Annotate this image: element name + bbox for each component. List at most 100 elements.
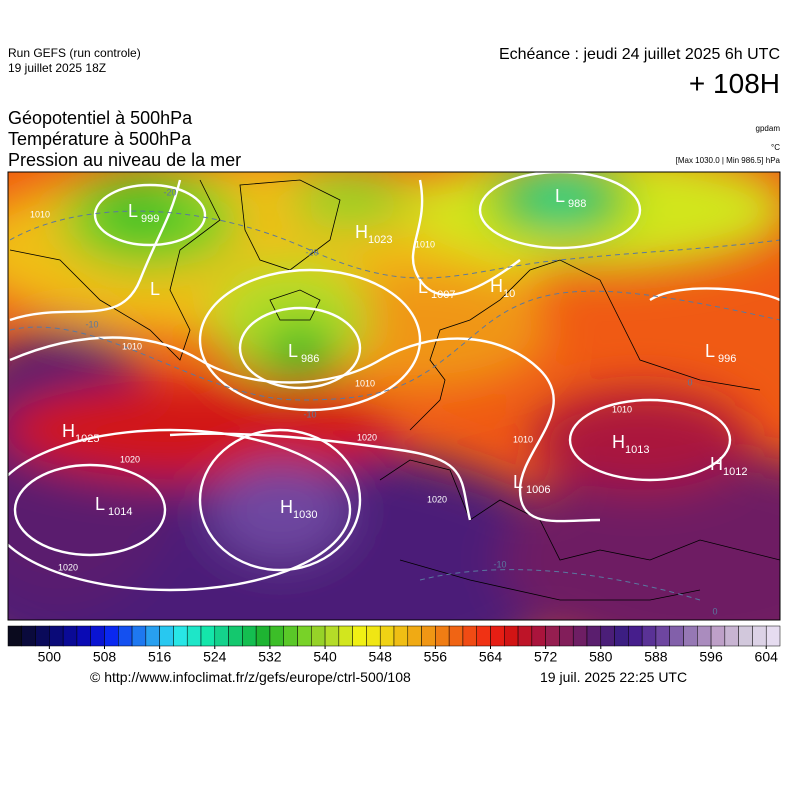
pressure-center-type: H: [62, 421, 75, 441]
colorbar-swatch: [269, 625, 284, 647]
colorbar-tick-label: 516: [148, 649, 172, 665]
pressure-center-type: L: [513, 472, 523, 492]
pressure-center-type: H: [355, 222, 368, 242]
colorbar-swatch: [104, 625, 119, 647]
pressure-center-type: H: [280, 497, 293, 517]
colorbar-swatch: [283, 625, 298, 647]
colorbar-swatch: [517, 625, 533, 647]
coastlines: [9, 179, 780, 601]
colorbar-swatch: [49, 625, 64, 647]
colorbar-swatch: [145, 625, 160, 647]
colorbar-tick-label: 580: [589, 649, 613, 665]
colorbar-swatch: [765, 625, 781, 647]
colorbar-swatch: [214, 625, 229, 647]
colorbar-swatch: [531, 625, 546, 647]
pressure-center-value: 1014: [108, 506, 132, 518]
isobar-label: 1020: [427, 494, 447, 504]
pressure-center-type: H: [612, 432, 625, 452]
colorbar-swatch: [435, 625, 450, 647]
pressure-center-value: 1023: [368, 234, 392, 246]
colorbar-swatch: [407, 625, 422, 647]
pressure-center-value: 1006: [526, 484, 550, 496]
colorbar-tick-label: 500: [38, 649, 62, 665]
colorbar-swatch: [572, 625, 588, 647]
isotherm-label: -10: [85, 319, 98, 329]
generated-time: 19 juil. 2025 22:25 UTC: [540, 669, 688, 685]
colorbar-swatch: [490, 625, 505, 647]
isotherm-label: -10: [303, 409, 316, 419]
colorbar-swatch: [242, 625, 257, 647]
colorbar-tick-label: 508: [93, 649, 117, 665]
colorbar-swatch: [462, 625, 477, 647]
pressure-center-value: 10: [503, 288, 515, 300]
isotherms: [9, 210, 780, 601]
colorbar-swatch: [628, 625, 643, 647]
colorbar-swatch: [476, 625, 491, 647]
lead-time: + 108H: [688, 68, 780, 99]
pressure-center-type: L: [128, 201, 138, 221]
pressure-center-type: L: [150, 279, 160, 299]
title: Géopotentiel à 500hPa: [8, 108, 193, 128]
colorbar-swatch: [200, 625, 216, 647]
colorbar-tick-label: 532: [258, 649, 282, 665]
pressure-center-type: L: [705, 341, 715, 361]
colorbar-swatch: [35, 625, 50, 647]
pressure-center-value: 999: [141, 213, 159, 225]
run-label: Run GEFS (run controle): [8, 46, 141, 60]
field: [8, 172, 780, 620]
colorbar-swatch: [338, 625, 353, 647]
pressure-center-type: H: [710, 454, 723, 474]
colorbar-swatch: [131, 625, 147, 647]
pressure-center-value: 1025: [75, 433, 99, 445]
pressure-center-type: H: [490, 276, 503, 296]
colorbar-swatch: [655, 625, 670, 647]
colorbar-swatch: [173, 625, 188, 647]
colorbar-swatch: [724, 625, 739, 647]
colorbar-swatch: [600, 625, 615, 647]
colorbar-swatch: [159, 625, 174, 647]
colorbar-swatch: [641, 625, 657, 647]
isotherm-label: -20: [163, 187, 176, 197]
colorbar-swatch: [366, 625, 381, 647]
colorbar-swatch: [710, 625, 726, 647]
colorbar-tick-label: 540: [313, 649, 337, 665]
pressure-center-value: 1012: [723, 466, 747, 478]
isobar-label: 1010: [415, 239, 435, 249]
colorbar-swatch: [393, 625, 409, 647]
title: Température à 500hPa: [8, 129, 192, 149]
colorbar-tick-label: 604: [755, 649, 779, 665]
colorbar-swatch: [90, 625, 105, 647]
pressure-center-value: 1030: [293, 509, 317, 521]
colorbar-swatch: [324, 625, 340, 647]
isotherm-label: 0: [687, 377, 692, 387]
colorbar-swatch: [62, 625, 78, 647]
colorbar-tick-label: 524: [203, 649, 227, 665]
colorbar-swatch: [752, 625, 767, 647]
colorbar-swatch: [311, 625, 326, 647]
unit-label: °C: [771, 143, 780, 152]
map-frame: [7, 171, 781, 621]
colorbar-tick-label: 588: [644, 649, 668, 665]
colorbar-swatch: [379, 625, 395, 647]
colorbar-swatch: [504, 625, 519, 647]
pressure-center-type: L: [95, 494, 105, 514]
colorbar-swatch: [21, 625, 36, 647]
colorbar-tick-label: 596: [699, 649, 723, 665]
isobars: [8, 172, 780, 592]
unit-label: [Max 1030.0 | Min 986.5] hPa: [675, 156, 780, 165]
pressure-center-type: L: [418, 277, 428, 297]
colorbar-swatch: [559, 625, 574, 647]
isotherm-label: 0: [712, 606, 717, 616]
colorbar-swatch: [186, 625, 202, 647]
isobar-label: 1010: [612, 404, 632, 414]
isobar-label: 1010: [513, 434, 533, 444]
colorbar-swatch: [352, 625, 367, 647]
unit-label: gpdam: [755, 124, 780, 133]
pressure-center-value: 986: [301, 353, 319, 365]
colorbar-swatch: [448, 625, 464, 647]
colorbar-swatch: [545, 625, 560, 647]
colorbar-swatch: [683, 625, 698, 647]
colorbar-swatch: [738, 625, 753, 647]
